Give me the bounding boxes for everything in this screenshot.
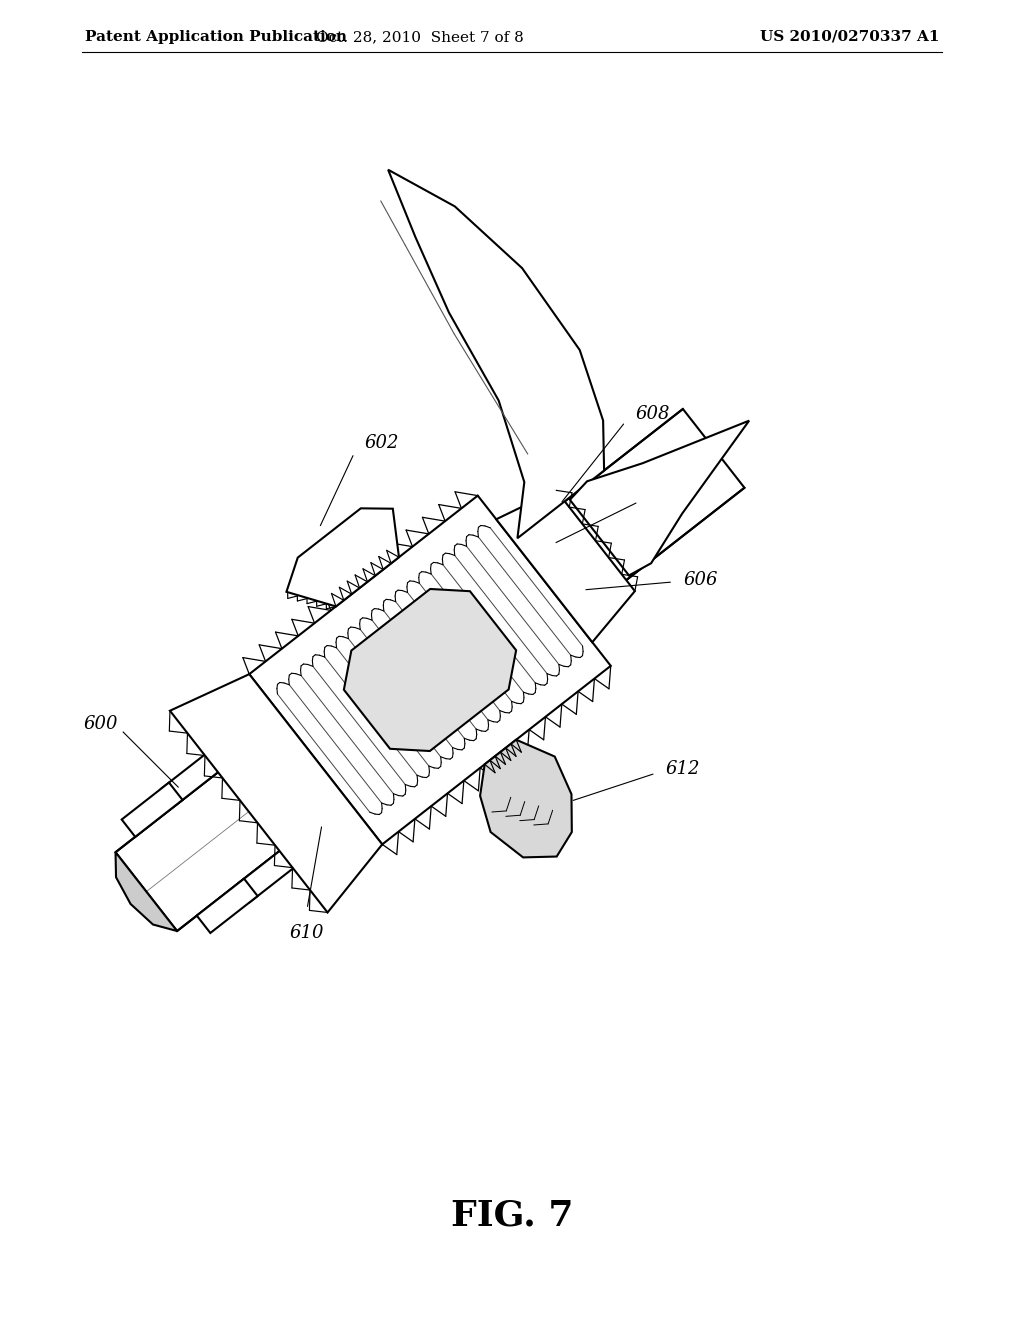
Polygon shape [570,421,750,576]
Polygon shape [344,589,516,751]
Polygon shape [116,853,177,931]
Polygon shape [497,490,635,643]
Text: 612: 612 [666,760,700,779]
Text: 610: 610 [290,924,325,942]
Polygon shape [249,495,610,845]
Text: FIG. 7: FIG. 7 [451,1199,573,1232]
Polygon shape [237,842,305,902]
Polygon shape [197,879,258,933]
Text: 608: 608 [635,405,670,422]
Text: Patent Application Publication: Patent Application Publication [85,30,347,44]
Polygon shape [480,739,571,858]
Text: 604: 604 [648,487,683,504]
Polygon shape [287,508,399,606]
Text: Oct. 28, 2010  Sheet 7 of 8: Oct. 28, 2010 Sheet 7 of 8 [316,30,524,44]
Text: 602: 602 [365,434,398,453]
Text: 606: 606 [683,572,718,589]
Polygon shape [161,746,229,807]
Text: US 2010/0270337 A1: US 2010/0270337 A1 [760,30,940,44]
Polygon shape [116,409,744,931]
Polygon shape [170,675,382,912]
Polygon shape [122,783,182,837]
Text: 600: 600 [84,715,118,733]
Polygon shape [388,170,604,539]
